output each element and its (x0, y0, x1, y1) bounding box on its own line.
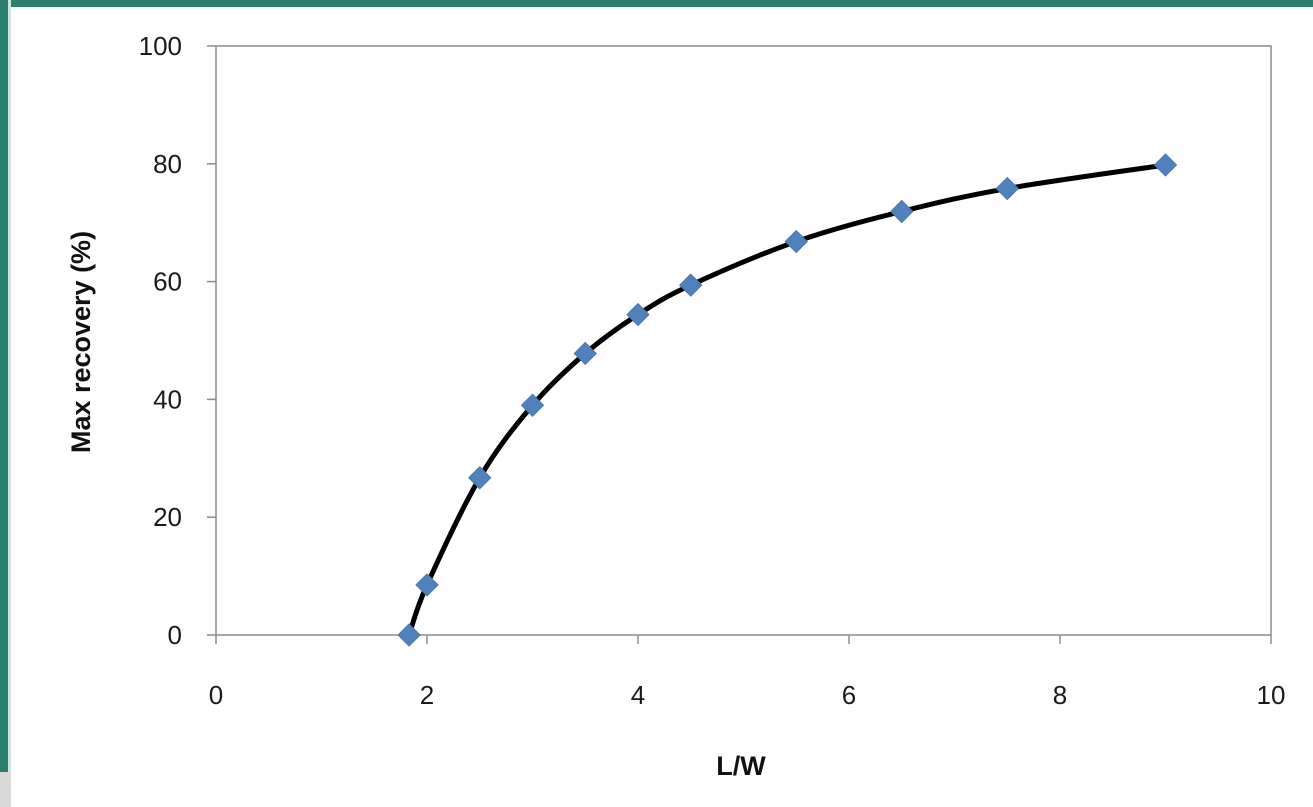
window-frame-left-edge (8, 0, 11, 807)
y-tick-label: 60 (153, 267, 182, 297)
data-point (415, 573, 439, 597)
x-tick-label: 4 (631, 680, 645, 710)
data-point (573, 341, 597, 366)
y-tick-label: 20 (153, 502, 182, 532)
data-point (1153, 153, 1178, 177)
y-axis-title: Max recovery (%) (66, 231, 96, 453)
y-axis: 0 20 40 60 80 100 (139, 31, 216, 650)
y-tick-label: 100 (139, 31, 182, 61)
series-line (406, 162, 1168, 638)
x-tick-label: 0 (209, 680, 223, 710)
data-point (520, 393, 545, 417)
y-tick-label: 80 (153, 149, 182, 179)
x-tick-label: 2 (420, 680, 434, 710)
x-tick-label: 10 (1257, 680, 1286, 710)
data-point (626, 302, 650, 327)
data-point (679, 273, 703, 297)
plot-area (215, 45, 1272, 636)
x-axis-title: L/W (716, 751, 766, 781)
data-point (397, 623, 421, 647)
data-point (890, 199, 914, 224)
window-frame-corner (0, 772, 11, 807)
x-axis: 0 2 4 6 8 10 (209, 635, 1286, 710)
x-tick-label: 8 (1053, 680, 1067, 710)
y-tick-label: 0 (168, 620, 182, 650)
data-point (995, 176, 1019, 201)
window-frame-top (0, 0, 1313, 7)
data-point (468, 466, 492, 490)
data-point (784, 229, 808, 254)
window-frame-left (0, 0, 8, 807)
series-markers (397, 153, 1178, 647)
x-tick-label: 6 (842, 680, 856, 710)
y-tick-label: 40 (153, 384, 182, 414)
